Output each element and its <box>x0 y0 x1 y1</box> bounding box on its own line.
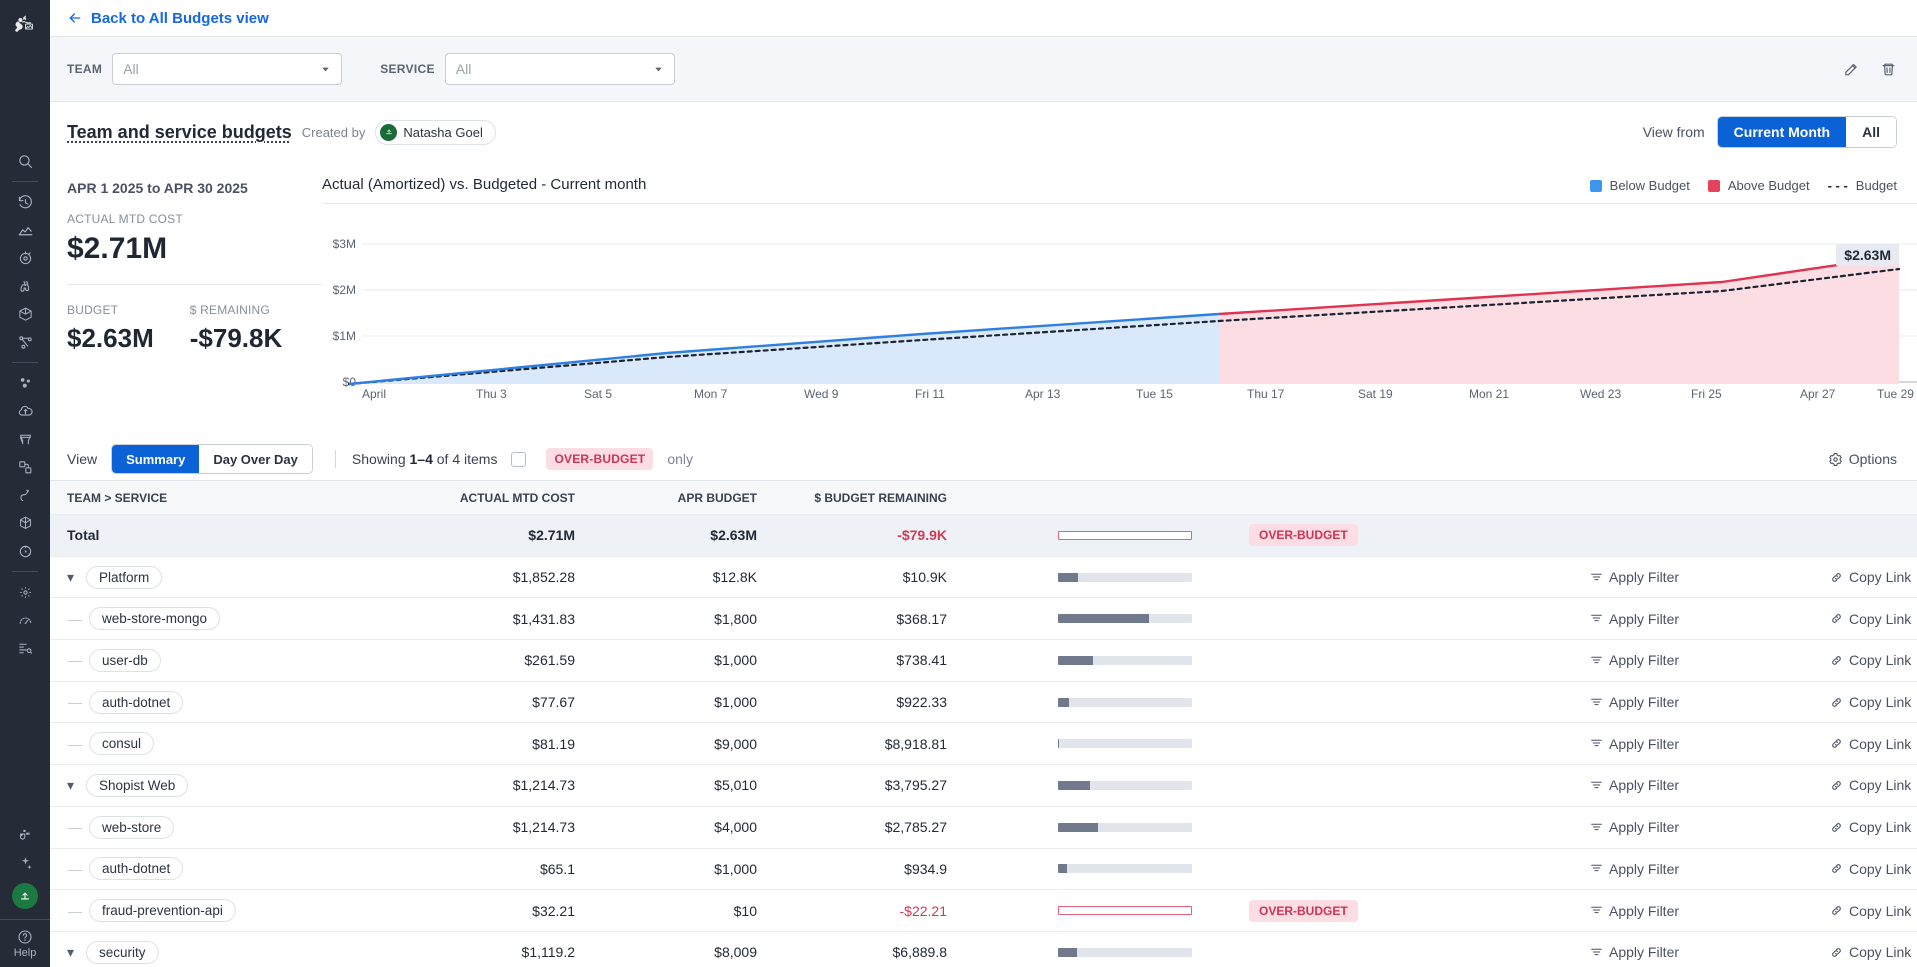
svg-text:Sat 5: Sat 5 <box>584 387 612 401</box>
svg-text:$0: $0 <box>343 375 357 389</box>
svg-text:Sat 19: Sat 19 <box>1358 387 1393 401</box>
svg-text:Wed 23: Wed 23 <box>1580 387 1621 401</box>
svg-text:Mon 21: Mon 21 <box>1469 387 1509 401</box>
svg-text:Thu 17: Thu 17 <box>1247 387 1285 401</box>
svg-text:Tue 15: Tue 15 <box>1136 387 1173 401</box>
svg-text:Apr 13: Apr 13 <box>1025 387 1061 401</box>
svg-text:$3M: $3M <box>333 237 356 251</box>
svg-text:April: April <box>362 387 386 401</box>
svg-text:Fri 25: Fri 25 <box>1691 387 1722 401</box>
svg-text:Wed 9: Wed 9 <box>804 387 839 401</box>
svg-text:Tue 29: Tue 29 <box>1877 387 1914 401</box>
svg-text:Fri 11: Fri 11 <box>915 387 945 401</box>
svg-text:Mon 7: Mon 7 <box>694 387 728 401</box>
svg-text:$1M: $1M <box>333 329 356 343</box>
svg-text:Thu 3: Thu 3 <box>476 387 507 401</box>
svg-text:Apr 27: Apr 27 <box>1800 387 1836 401</box>
svg-text:$2M: $2M <box>333 283 356 297</box>
